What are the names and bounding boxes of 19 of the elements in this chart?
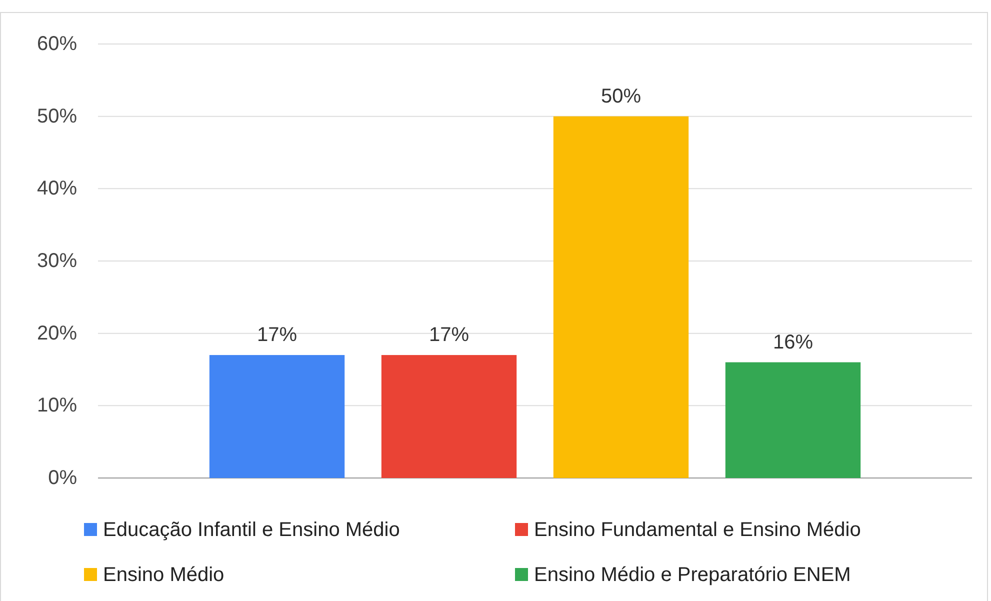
bar (381, 355, 517, 478)
bar (209, 355, 345, 478)
data-label: 50% (600, 85, 642, 108)
legend-label: Ensino Médio (103, 564, 224, 586)
data-label: 16% (772, 331, 814, 354)
legend-label: Ensino Médio e Preparatório ENEM (534, 564, 851, 586)
bar (553, 116, 689, 478)
legend-label: Educação Infantil e Ensino Médio (103, 519, 400, 541)
y-tick-label: 0% (48, 467, 78, 489)
data-label: 17% (256, 324, 298, 346)
legend-label: Ensino Fundamental e Ensino Médio (534, 519, 861, 541)
y-tick-label: 20% (36, 322, 78, 344)
y-tick-label: 40% (36, 178, 78, 200)
y-tick-label: 50% (36, 105, 78, 128)
y-tick-label: 10% (36, 394, 78, 417)
bar (725, 362, 861, 478)
data-label: 17% (428, 324, 470, 346)
y-tick-label: 30% (36, 250, 78, 272)
y-tick-label: 60% (36, 33, 78, 55)
